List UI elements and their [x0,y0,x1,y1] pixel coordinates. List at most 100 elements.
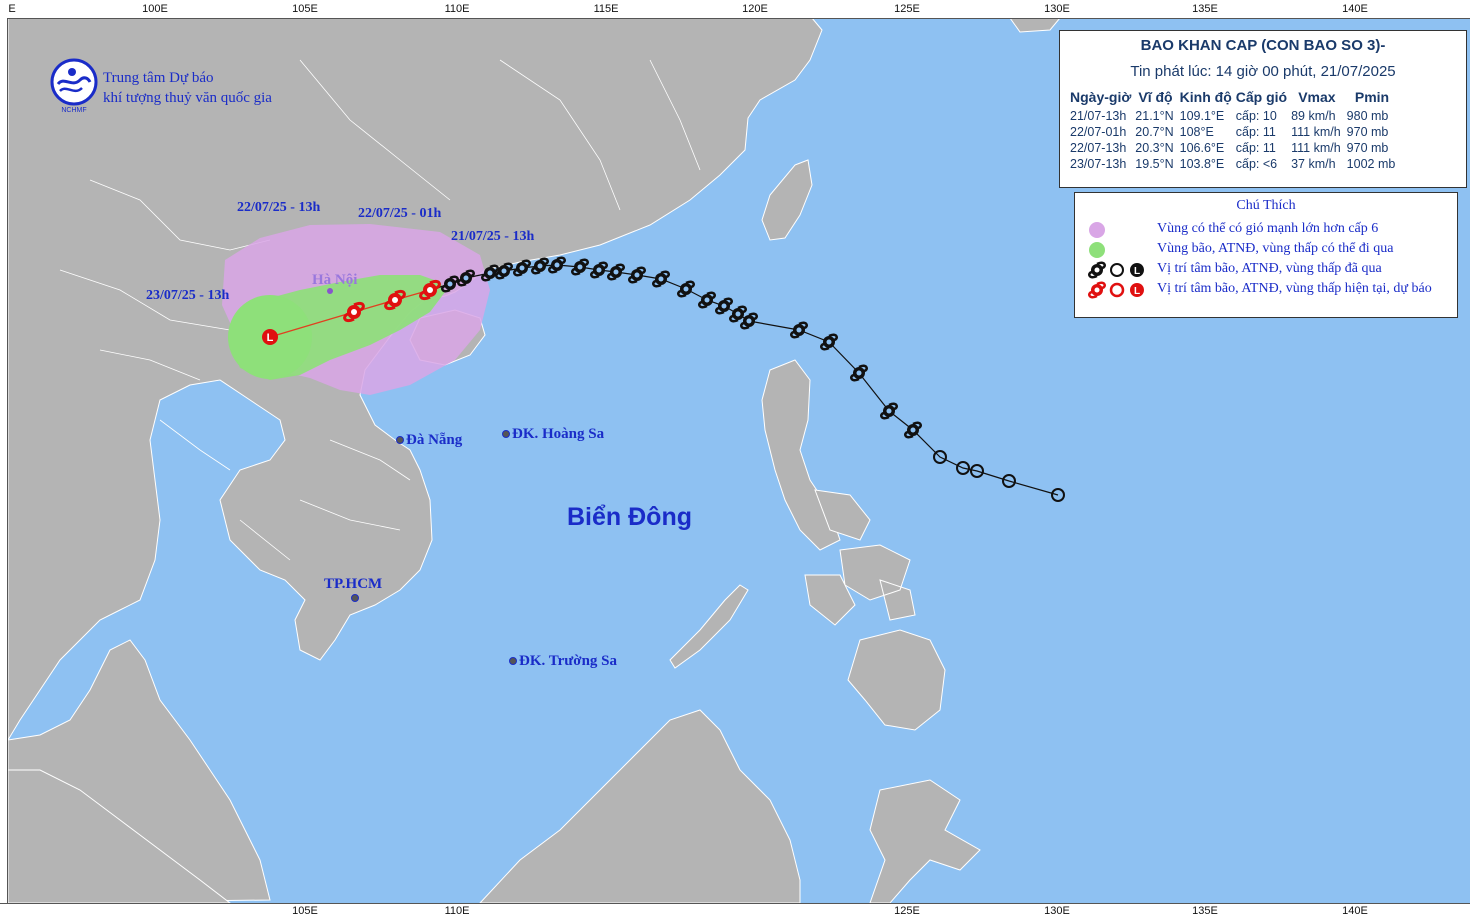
forecast-track-line [269,289,431,338]
svg-text:L: L [1134,286,1140,297]
past-storm-position [590,261,608,279]
tick-110e-bottom: 110E [444,905,470,917]
past-storm-position [652,270,670,288]
legend-label: Vị trí tâm bão, ATNĐ, vùng thấp đã qua [1157,261,1382,276]
tick-110e: 110E [444,3,470,15]
bulletin-issued-time: Tin phát lúc: 14 giờ 00 phút, 21/07/2025 [1130,63,1396,80]
legend-panel: Chú Thích Vùng có thể có gió mạnh lớn hơ… [1074,192,1458,318]
legend-item: L Vị trí tâm bão, ATNĐ, vùng thấp đã qua [1075,260,1457,280]
past-track-line [429,264,1059,496]
col-lon: Kinh độ [1179,89,1232,105]
cell: 970 mb [1346,141,1389,155]
cell: 109.1°E [1179,109,1225,123]
past-symbols-icon: L [1088,261,1144,279]
cell: 22/07-13h [1070,141,1127,155]
past-position [1051,488,1065,502]
cell: cấp: 11 [1235,125,1276,139]
tick-115e: 115E [593,3,619,15]
svg-text:NCHMF: NCHMF [61,107,86,114]
col-lat: Vĩ độ [1138,89,1173,105]
past-position [970,464,984,478]
legend-label: Vùng có thể có gió mạnh lớn hơn cấp 6 [1157,221,1379,236]
col-vmax: Vmax [1298,89,1336,105]
cell: 1002 mb [1346,157,1396,171]
past-storm-position [677,280,695,298]
svg-text:L: L [1134,266,1140,277]
tick-125e: 125E [894,3,920,15]
past-storm-position [790,321,808,339]
hanoi-label: Hà Nội [312,272,358,288]
table-row: 22/07-01h 20.7°N 108°E cấp: 11 111 km/h … [1068,124,1399,140]
col-pmin: Pmin [1354,89,1390,105]
cell: cấp: 11 [1235,141,1276,155]
past-storm-position [740,312,758,330]
tick-105e: 105E [292,3,318,15]
legend-item: L Vị trí tâm bão, ATNĐ, vùng thấp hiện t… [1075,280,1457,300]
latitude-axis-left [0,18,8,903]
cell: 106.6°E [1179,141,1225,155]
cell: 19.5°N [1135,157,1174,171]
past-storm-position [904,421,922,439]
tick-135e-bottom: 135E [1192,905,1218,917]
past-storm-position [495,262,513,280]
org-line-2: khí tượng thuỷ văn quốc gia [103,90,272,106]
past-storm-position [531,257,549,275]
cell: 21/07-13h [1070,109,1127,123]
cell: 23/07-13h [1070,157,1127,171]
legend-title: Chú Thích [1236,198,1296,213]
hcm-label: TP.HCM [324,576,383,592]
visayas-islands [804,489,916,626]
cell: 37 km/h [1291,157,1336,171]
table-row: 21/07-13h 21.1°N 109.1°E cấp: 10 89 km/h… [1068,108,1399,124]
past-position [933,450,947,464]
cell: 103.8°E [1179,157,1225,171]
col-wind-level: Cấp gió [1235,89,1288,105]
cell: 970 mb [1346,125,1389,139]
past-storm-position [850,364,868,382]
palawan-island [669,584,749,669]
tick-140e-bottom: 140E [1342,905,1368,917]
table-row: 22/07-13h 20.3°N 106.6°E cấp: 11 111 km/… [1068,140,1399,156]
cell: 89 km/h [1291,109,1336,123]
label-22-07-01h: 22/07/25 - 01h [358,206,442,221]
past-storm-position [481,264,499,282]
mindanao-island [847,629,946,731]
past-storm-position [729,305,747,323]
cell: 111 km/h [1291,141,1341,155]
forecast-positions: L [262,279,441,345]
col-datetime: Ngày-giờ [1070,89,1132,105]
past-storm-position [715,297,733,315]
cell: 22/07-01h [1070,125,1127,139]
cell: 20.3°N [1135,141,1174,155]
label-23-07-13h: 23/07/25 - 13h [146,288,230,303]
longitude-axis-top: E 100E 105E 110E 115E 120E 125E 130E 135… [0,0,1470,19]
tick-135e: 135E [1192,3,1218,15]
hoangsa-marker [502,430,510,438]
bulletin-panel: BAO KHAN CAP (CON BAO SO 3)- Tin phát lú… [1059,30,1467,188]
legend-item: Vùng có thể có gió mạnh lớn hơn cấp 6 [1075,220,1457,240]
forecast-table: Ngày-giờ Vĩ độ Kinh độ Cấp gió Vmax Pmin… [1068,87,1399,172]
label-21-07-13h: 21/07/25 - 13h [451,229,535,244]
cell: 21.1°N [1135,109,1174,123]
label-22-07-13h: 22/07/25 - 13h [237,200,321,215]
forecast-current-storm [419,279,441,301]
forecast-23-13h-low: L [262,329,278,345]
legend-item: Vùng bão, ATNĐ, vùng thấp có thể đi qua [1075,240,1457,260]
tick-130e-bottom: 130E [1044,905,1070,917]
green-zone-icon [1089,242,1105,258]
mainland-asia [7,17,823,742]
cell: 980 mb [1346,109,1389,123]
past-storm-position [820,333,838,351]
org-line-1: Trung tâm Dự báo [103,70,214,86]
past-storm-position [441,275,459,293]
past-storm-position [457,269,475,287]
cell: 108°E [1179,125,1214,139]
tick-120e: 120E [742,3,768,15]
corner-label: E [8,3,16,15]
purple-zone-icon [1089,222,1105,238]
past-positions-low [933,450,1065,502]
forecast-table-header: Ngày-giờ Vĩ độ Kinh độ Cấp gió Vmax Pmin [1068,87,1399,108]
nchmf-logo-icon: NCHMF [50,58,98,114]
tick-130e: 130E [1044,3,1070,15]
hcm-marker [351,594,359,602]
